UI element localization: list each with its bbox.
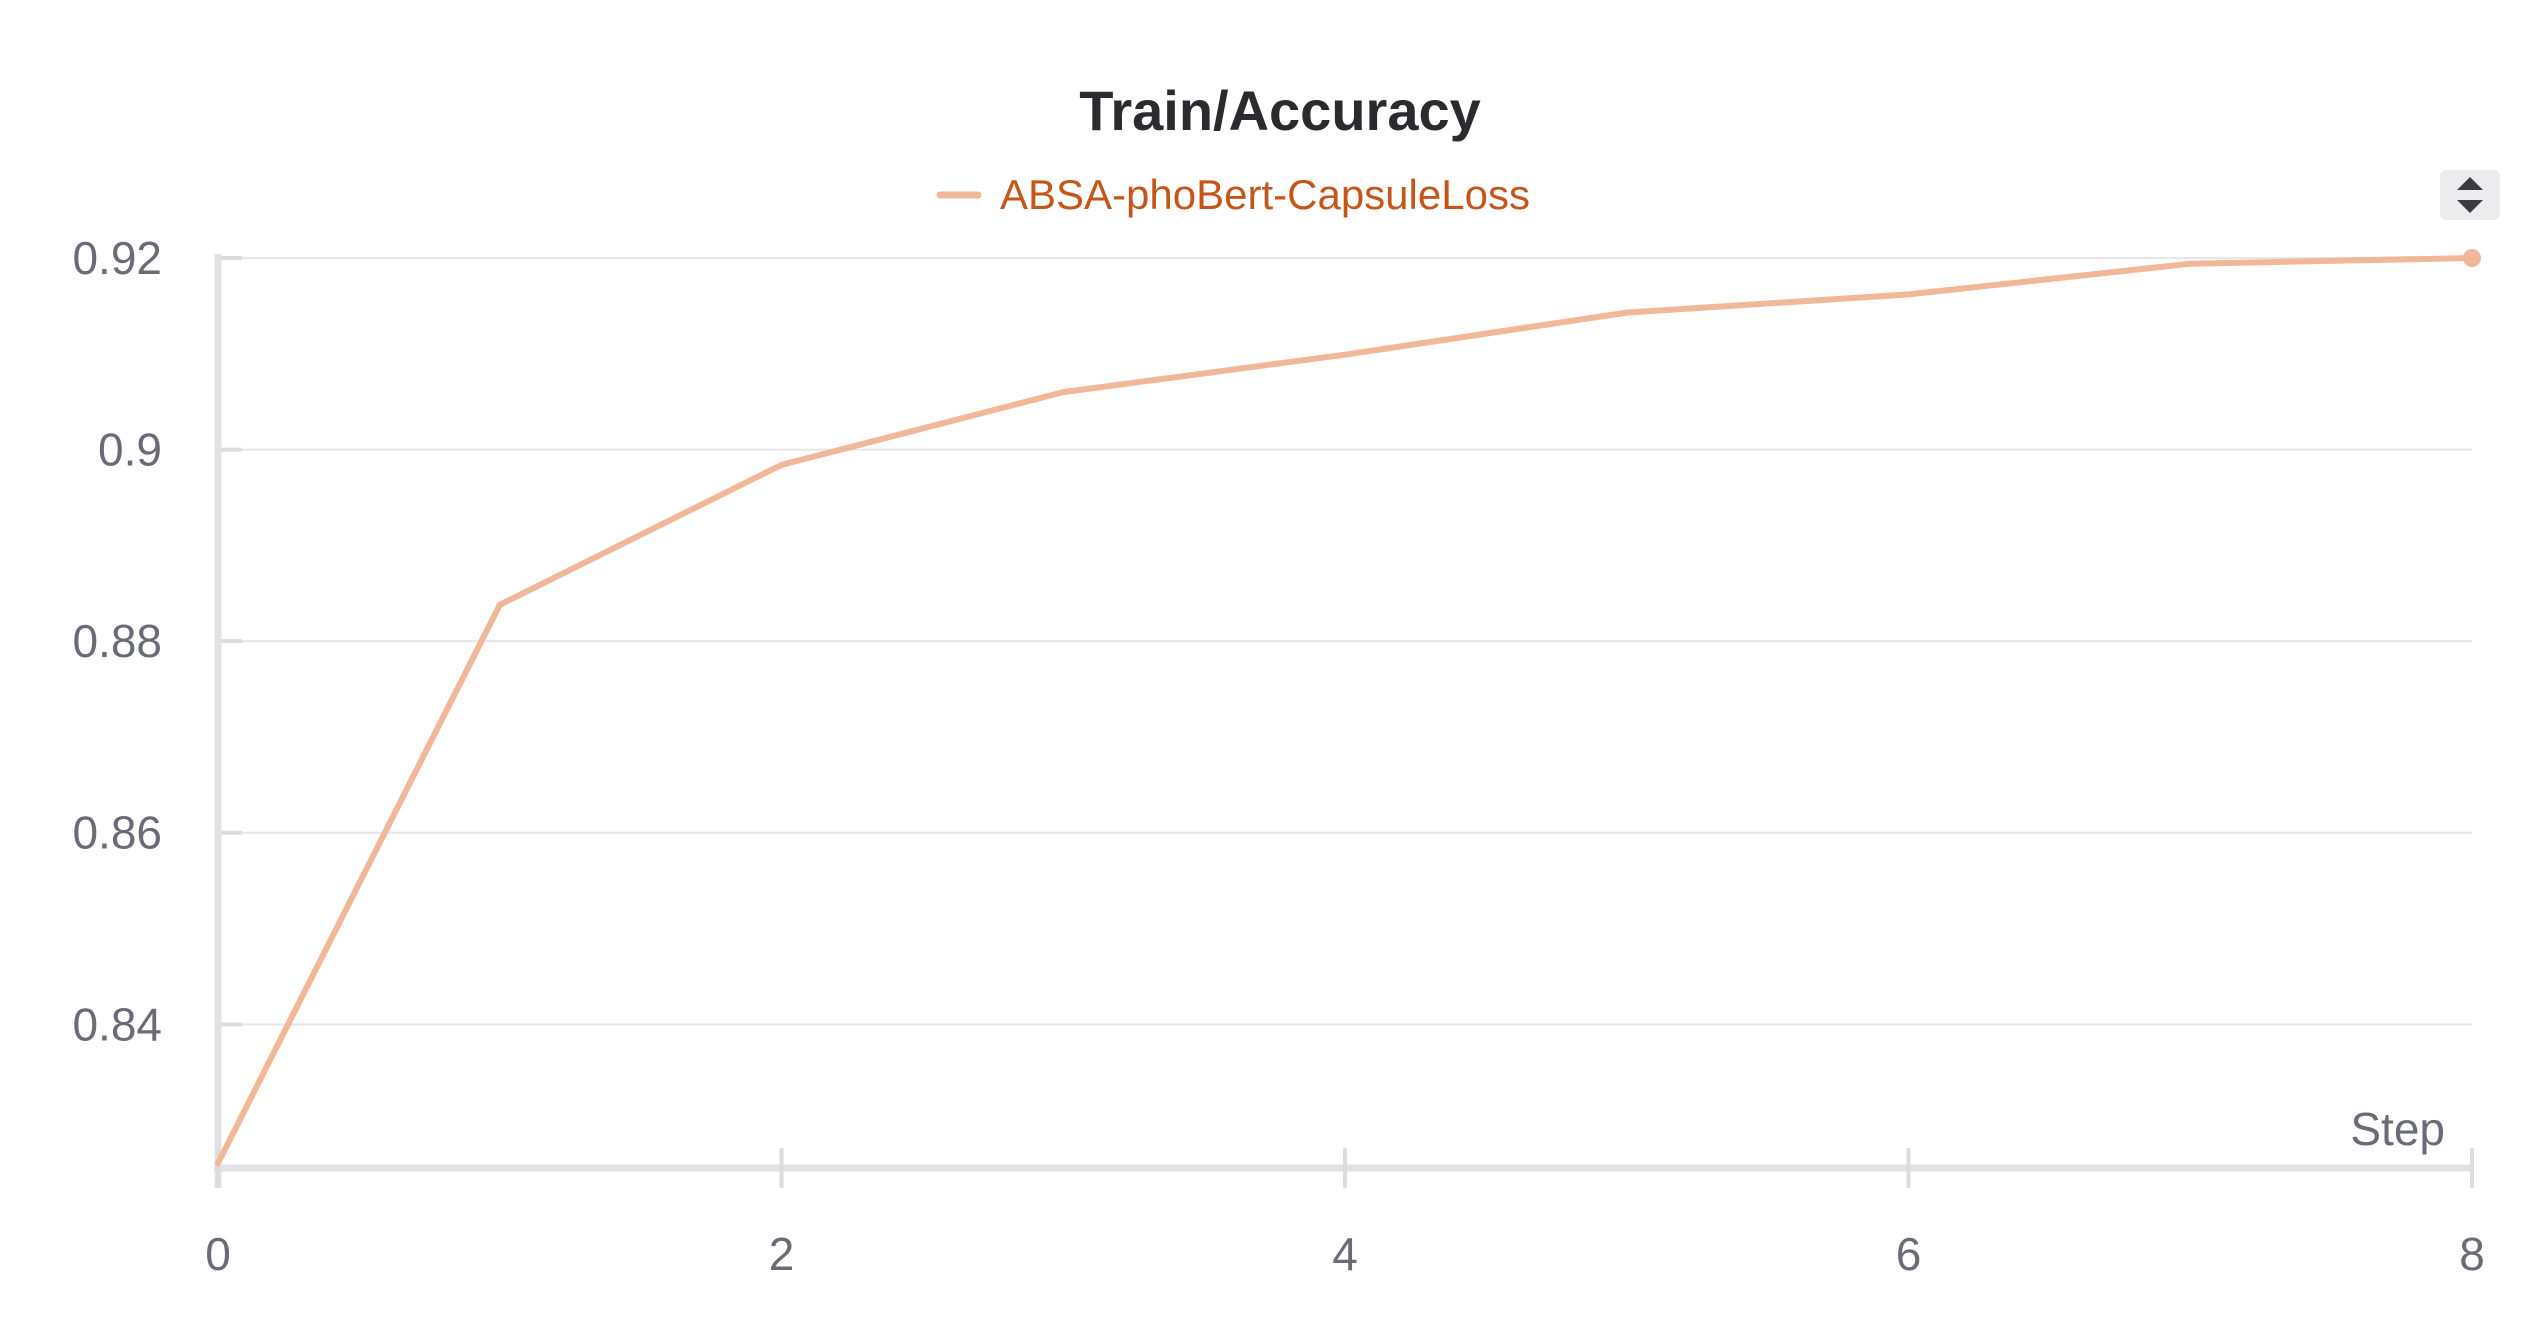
- y-tick-label: 0.9: [98, 424, 162, 476]
- y-axis: 0.84 0.86 0.88 0.9 0.92: [72, 232, 242, 1188]
- sort-button-bg: [2440, 170, 2500, 220]
- x-tick-label: 8: [2459, 1228, 2485, 1280]
- series: [215, 249, 2481, 1167]
- y-tick-label: 0.84: [72, 998, 162, 1050]
- grid: [218, 257, 2472, 1026]
- data-point[interactable]: [2463, 249, 2481, 267]
- x-tick-label: 6: [1896, 1228, 1922, 1280]
- x-axis-label: Step: [2350, 1103, 2445, 1155]
- chart-title: Train/Accuracy: [1079, 79, 1481, 142]
- y-tick-label: 0.92: [72, 232, 162, 284]
- series-line[interactable]: [215, 255, 2475, 1167]
- y-tick-label: 0.86: [72, 807, 162, 859]
- x-tick-label: 2: [769, 1228, 795, 1280]
- legend-label: ABSA-phoBert-CapsuleLoss: [1000, 171, 1530, 218]
- y-tick-label: 0.88: [72, 615, 162, 667]
- sort-updown-icon: [2457, 177, 2483, 213]
- x-tick-label: 0: [205, 1228, 231, 1280]
- sort-button[interactable]: [2440, 170, 2500, 220]
- x-axis: 0 2 4 6 8: [205, 1148, 2485, 1280]
- x-tick-label: 4: [1332, 1228, 1358, 1280]
- legend[interactable]: ABSA-phoBert-CapsuleLoss: [936, 171, 1530, 218]
